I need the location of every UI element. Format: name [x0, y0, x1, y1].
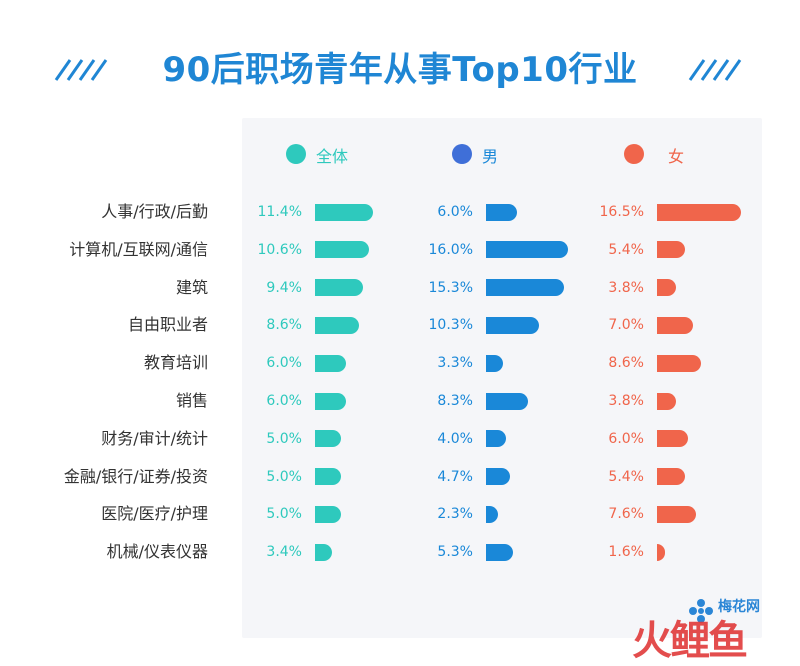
bar-female — [657, 203, 742, 221]
bar-all — [315, 203, 374, 221]
category-label: 销售 — [175, 391, 208, 410]
legend-dot-all — [286, 144, 306, 164]
bar-all — [315, 241, 370, 259]
value-label-male: 3.3% — [437, 355, 473, 372]
bar-male — [486, 241, 568, 259]
bar-female — [657, 316, 693, 334]
bar-male — [486, 279, 565, 297]
bar-male — [486, 354, 503, 372]
value-label-all: 6.0% — [266, 355, 302, 372]
bar-male — [486, 316, 539, 334]
bar-all — [315, 468, 341, 486]
legend-label-all: 全体 — [316, 147, 349, 166]
category-label: 自由职业者 — [127, 315, 208, 335]
value-label-male: 16.0% — [428, 241, 473, 258]
bar-all — [315, 543, 333, 561]
value-label-female: 1.6% — [608, 544, 644, 561]
title-decoration-left — [54, 59, 108, 81]
category-label: 财务/审计/统计 — [101, 428, 208, 448]
value-label-all: 5.0% — [266, 468, 302, 485]
value-label-female: 5.4% — [608, 468, 644, 485]
bar-male — [486, 543, 514, 561]
category-label: 建筑 — [175, 277, 208, 297]
bar-female — [657, 392, 677, 410]
value-label-all: 11.4% — [257, 204, 302, 220]
bar-female — [657, 241, 685, 259]
value-label-female: 7.0% — [608, 317, 644, 334]
category-label: 机械/仪表仪器 — [106, 542, 208, 562]
chart-title: 90后职场青年从事Top10行业 — [162, 50, 638, 90]
bar-female — [657, 430, 688, 448]
bar-female — [657, 543, 666, 561]
bar-male — [486, 430, 507, 448]
value-label-female: 5.4% — [608, 241, 644, 258]
value-label-male: 10.3% — [428, 317, 473, 334]
value-label-all: 5.0% — [266, 430, 302, 447]
category-label: 教育培训 — [143, 353, 208, 373]
value-label-male: 8.3% — [437, 393, 473, 409]
bar-male — [486, 468, 510, 486]
bar-all — [315, 505, 341, 523]
category-label: 金融/银行/证券/投资 — [63, 466, 208, 486]
value-label-female: 6.0% — [608, 430, 644, 447]
legend-dot-female — [624, 144, 644, 164]
bar-male — [486, 392, 529, 410]
bar-female — [657, 505, 696, 523]
value-label-male: 15.3% — [428, 279, 473, 296]
bar-female — [657, 468, 685, 486]
value-label-all: 5.0% — [266, 506, 302, 523]
value-label-all: 3.4% — [266, 544, 302, 561]
category-label: 计算机/互联网/通信 — [69, 239, 208, 259]
value-label-all: 10.6% — [257, 241, 302, 258]
legend-dot-male — [452, 144, 472, 164]
value-label-all: 8.6% — [266, 317, 302, 334]
bar-male — [486, 505, 498, 523]
value-label-male: 5.3% — [437, 544, 473, 561]
title-decoration-right — [688, 59, 742, 81]
bar-female — [657, 279, 677, 297]
bar-all — [315, 430, 341, 448]
value-label-female: 8.6% — [608, 355, 644, 372]
legend-label-male: 男 — [482, 147, 499, 166]
value-label-female: 16.5% — [599, 204, 644, 220]
bar-female — [657, 354, 701, 372]
bar-all — [315, 354, 346, 372]
value-label-all: 6.0% — [266, 393, 302, 409]
bar-male — [486, 203, 517, 221]
watermark-text-meihua: 梅花网 — [718, 599, 760, 615]
category-label: 人事/行政/后勤 — [101, 202, 208, 221]
category-label: 医院/医疗/护理 — [101, 504, 208, 524]
bar-all — [315, 392, 346, 410]
value-label-male: 2.3% — [437, 506, 473, 523]
value-label-male: 6.0% — [437, 204, 473, 220]
bar-all — [315, 279, 363, 297]
value-label-male: 4.0% — [437, 430, 473, 447]
value-label-all: 9.4% — [266, 279, 302, 296]
watermark-flower-icon — [689, 599, 713, 623]
watermark-text-huoliyu: 火鲤鱼 — [632, 618, 748, 664]
value-label-male: 4.7% — [437, 468, 473, 485]
value-label-female: 3.8% — [608, 393, 644, 409]
value-label-female: 3.8% — [608, 279, 644, 296]
bar-all — [315, 316, 359, 334]
legend-label-female: 女 — [668, 147, 685, 166]
value-label-female: 7.6% — [608, 506, 644, 523]
